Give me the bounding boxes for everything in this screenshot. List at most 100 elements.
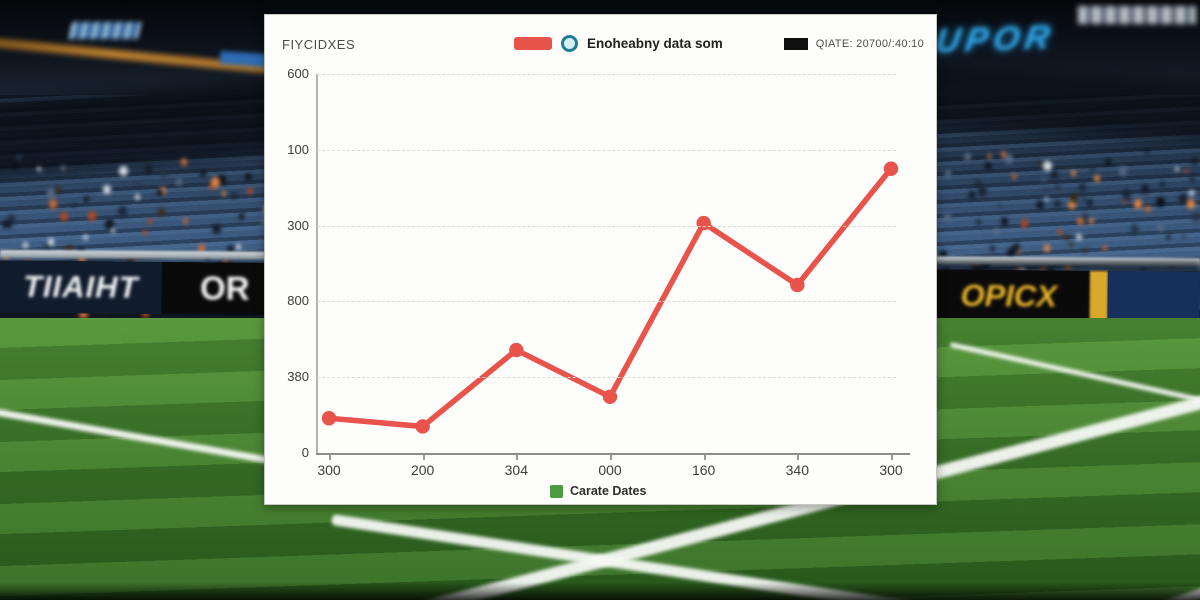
crowd-dot	[1105, 159, 1112, 167]
crowd-dot	[211, 303, 217, 310]
crowd-dot	[158, 207, 166, 217]
crowd-dot	[1081, 195, 1087, 202]
crowd-dot	[1077, 307, 1086, 318]
data-point-marker	[883, 161, 899, 176]
crowd-dot	[2, 220, 10, 229]
crowd-dot	[47, 238, 54, 246]
crowd-dot	[207, 158, 214, 167]
crowd-dot	[980, 257, 990, 269]
crowd-dot	[1094, 278, 1104, 289]
crowd-dot	[975, 304, 982, 312]
x-axis-tick-label: 000	[598, 462, 622, 478]
crowd-dot	[1131, 226, 1139, 236]
crowd-dot	[50, 289, 60, 300]
crowd-dot	[973, 300, 980, 309]
crowd-dot	[36, 276, 43, 284]
crowd-dot	[1071, 296, 1079, 305]
crowd-dot	[1055, 184, 1060, 190]
crowd-dot	[135, 264, 142, 272]
crowd-dot	[102, 307, 107, 312]
crowd-dot	[205, 253, 212, 260]
crowd-dot	[250, 297, 255, 303]
crowd-dot	[212, 224, 221, 235]
crowd-dot	[1141, 267, 1146, 272]
crowd-dot	[1007, 247, 1016, 258]
legend-bottom[interactable]: Carate Dates	[550, 484, 646, 498]
crowd-dot	[116, 282, 123, 290]
crowd-dot	[61, 166, 66, 172]
crowd-dot	[157, 188, 164, 196]
crowd-dot	[24, 258, 33, 269]
crowd-dot	[243, 278, 247, 284]
crowd-dot	[1054, 199, 1062, 209]
line-chart-plot: 600 100 300 800 380 0 300 200 304 000 160 340 300	[265, 15, 936, 504]
crowd-dot	[1121, 189, 1131, 200]
y-gridline	[317, 74, 896, 75]
crowd-dot	[947, 282, 956, 293]
crowd-dot	[993, 227, 1000, 236]
crowd-dot	[1018, 266, 1026, 276]
crowd-dot	[1025, 272, 1032, 281]
crowd-dot	[1044, 187, 1048, 193]
y-gridline	[317, 377, 896, 379]
crowd-dot	[144, 164, 153, 174]
crowd-dot	[1187, 199, 1196, 210]
crowd-dot	[1078, 182, 1087, 192]
x-axis-tick	[797, 455, 800, 460]
crowd-dot	[186, 280, 196, 292]
x-axis-tick-label: 300	[879, 462, 903, 478]
crowd-dot	[48, 199, 57, 210]
data-point-marker	[415, 419, 430, 434]
data-point-marker	[509, 342, 524, 358]
crowd-dot	[183, 263, 191, 272]
y-gridline	[317, 149, 896, 151]
crowd-dot	[8, 215, 15, 223]
crowd-dot	[1088, 218, 1094, 225]
crowd-dot	[1070, 193, 1079, 204]
crowd-dot	[115, 293, 123, 303]
crowd-dot	[989, 244, 996, 252]
y-axis-tick-label: 0	[301, 445, 309, 460]
crowd-dot	[943, 213, 951, 223]
crowd-dot	[1178, 194, 1188, 205]
crowd-dot	[126, 253, 134, 263]
scoreboard-led-right	[1078, 6, 1196, 24]
neon-sign-text: UPOR	[933, 17, 1058, 61]
crowd-dot	[1102, 245, 1108, 251]
crowd-dot	[1021, 218, 1029, 228]
crowd-dot	[60, 211, 69, 222]
crowd-dot	[963, 152, 971, 161]
crowd-dot	[9, 272, 13, 276]
crowd-dot	[223, 258, 232, 269]
crowd-dot	[96, 265, 103, 274]
crowd-dot	[47, 188, 56, 198]
crowd-dot	[1064, 262, 1072, 271]
crowd-dot	[55, 186, 62, 194]
x-axis-tick	[329, 455, 331, 460]
crowd-dot	[64, 246, 68, 252]
crowd-dot	[222, 267, 227, 271]
scoreboard-led-left	[68, 22, 142, 39]
crowd-dot	[147, 218, 153, 225]
crowd-dot	[1069, 242, 1073, 248]
data-point-marker	[321, 411, 337, 426]
crowd-dot	[1181, 234, 1186, 238]
crowd-dot	[1047, 267, 1055, 277]
line-series-svg	[321, 161, 899, 434]
crowd-dot	[111, 228, 115, 233]
crowd-dot	[938, 250, 948, 261]
crowd-dot	[129, 284, 135, 291]
crowd-dot	[975, 218, 981, 225]
crowd-dot	[954, 305, 963, 316]
crowd-dot	[1090, 289, 1094, 294]
crowd-dot	[23, 242, 28, 248]
crowd-dot	[82, 170, 88, 177]
ad-board-left-text: TIIAIHT	[22, 268, 139, 305]
crowd-dot	[152, 292, 159, 301]
crowd-dot	[1182, 292, 1192, 304]
crowd-dot	[1169, 263, 1174, 269]
crowd-dot	[94, 292, 101, 299]
chart-panel: FIYCIDXES Enoheabny data som QIATE: 2070…	[264, 14, 937, 505]
crowd-dot	[134, 255, 138, 260]
